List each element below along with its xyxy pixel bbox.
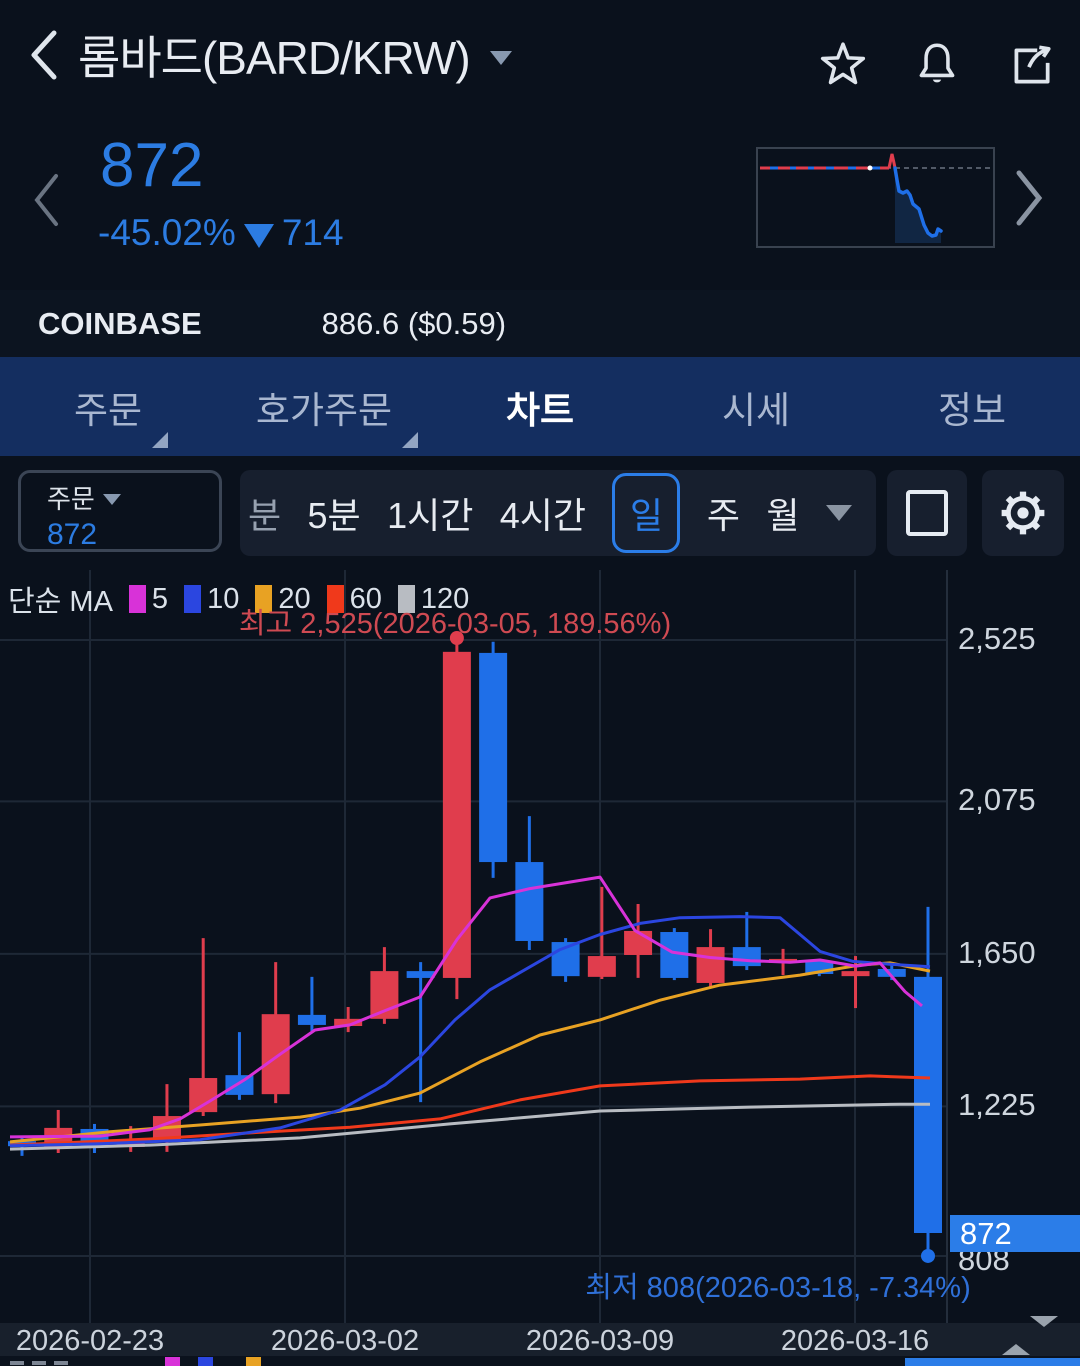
ma-legend-title: 단순 MA	[8, 586, 113, 618]
x-axis-date: 2026-02-23	[15, 1325, 165, 1357]
next-pair-chevron[interactable]	[1014, 168, 1044, 228]
x-axis-date: 2026-03-16	[780, 1325, 930, 1357]
candle-style-icon	[906, 490, 948, 536]
exchange-price: 886.6 ($0.59)	[321, 305, 507, 341]
y-axis-label: 1,225	[958, 1087, 1036, 1123]
cutoff-ma20-swatch	[246, 1357, 261, 1366]
ma20-color-swatch	[255, 585, 273, 613]
x-axis-date: 2026-03-02	[270, 1325, 420, 1357]
change-amount: 714	[281, 212, 344, 253]
back-icon[interactable]	[28, 29, 58, 81]
exchange-row: COINBASE 886.6 ($0.59)	[0, 290, 1080, 357]
chart-settings-button[interactable]	[982, 470, 1064, 556]
timeframe-day-selected[interactable]: 일	[612, 473, 681, 553]
cutoff-mark	[10, 1361, 24, 1365]
chart-style-button[interactable]	[887, 470, 967, 556]
tab-chart[interactable]: 차트	[505, 389, 575, 431]
cutoff-ma5-swatch	[165, 1357, 180, 1366]
timeframe-bar: 분 5분 1시간 4시간 일 주 월	[240, 470, 876, 556]
page-title[interactable]: 롬바드(BARD/KRW)	[78, 32, 471, 84]
timeframe-5min[interactable]: 5분	[307, 495, 361, 536]
candlestick-chart[interactable]	[0, 570, 1080, 1323]
ma60-color-swatch	[326, 585, 344, 613]
current-price: 872	[100, 131, 204, 200]
y-axis-label: 2,525	[958, 621, 1036, 656]
share-icon[interactable]	[1006, 40, 1056, 90]
gear-icon	[1001, 491, 1045, 535]
order-selector[interactable]: 주문 872	[18, 470, 222, 552]
ma120-color-swatch	[397, 585, 415, 613]
cutoff-blue-fragment	[905, 1358, 1080, 1366]
tab-corner-caret-icon	[402, 431, 419, 448]
cutoff-mark	[54, 1361, 68, 1365]
prev-pair-chevron[interactable]	[32, 172, 60, 228]
tab-orderbook-order[interactable]: 호가주문	[216, 380, 432, 448]
tab-corner-caret-icon	[152, 431, 169, 448]
timeframe-dropdown-icon[interactable]	[825, 505, 852, 521]
down-arrow-icon	[243, 224, 274, 248]
timeframe-1hour[interactable]: 1시간	[387, 495, 474, 536]
timeframe-4hour[interactable]: 4시간	[499, 495, 587, 536]
mini-sparkline	[756, 147, 995, 248]
ma-legend: 단순 MA 5 10 20 60 120	[8, 578, 469, 620]
tab-info[interactable]: 정보	[937, 389, 1007, 431]
favorite-star-icon[interactable]	[818, 40, 868, 90]
low-annotation: 최저 808(2026-03-18, -7.34%)	[585, 1272, 971, 1304]
order-selector-label: 주문	[47, 484, 95, 514]
timeframe-month[interactable]: 월	[766, 495, 800, 536]
ma5-color-swatch	[128, 585, 146, 613]
title-dropdown-icon[interactable]	[489, 51, 512, 65]
tab-order[interactable]: 주문	[0, 380, 216, 448]
tab-bar: 주문 호가주문 차트 시세 정보	[0, 357, 1080, 456]
x-axis: 2026-02-23 2026-03-02 2026-03-09 2026-03…	[0, 1316, 1080, 1357]
timeframe-min[interactable]: 분	[248, 495, 282, 536]
axis-scale-toggle-icon[interactable]	[1002, 1316, 1058, 1355]
next-panel-cutoff	[0, 1356, 1080, 1366]
notification-bell-icon[interactable]	[912, 40, 962, 90]
tab-market[interactable]: 시세	[721, 389, 791, 431]
current-price-badge: 872	[950, 1215, 1080, 1252]
y-axis-label: 1,650	[958, 934, 1036, 970]
timeframe-week[interactable]: 주	[706, 495, 740, 536]
header: 롬바드(BARD/KRW)	[0, 0, 1080, 110]
cutoff-ma10-swatch	[198, 1357, 213, 1366]
change-percent: -45.02%	[98, 212, 236, 253]
ma10-color-swatch	[184, 585, 202, 613]
y-axis-label: 2,075	[958, 782, 1036, 818]
x-axis-date: 2026-03-09	[525, 1325, 675, 1357]
price-change: -45.02% 714	[98, 212, 344, 254]
order-dropdown-icon	[102, 494, 121, 505]
order-selector-price: 872	[47, 518, 98, 551]
high-annotation: 최고 2,525(2026-03-05, 189.56%)	[238, 608, 672, 640]
cutoff-mark	[32, 1361, 46, 1365]
exchange-name: COINBASE	[38, 305, 202, 341]
